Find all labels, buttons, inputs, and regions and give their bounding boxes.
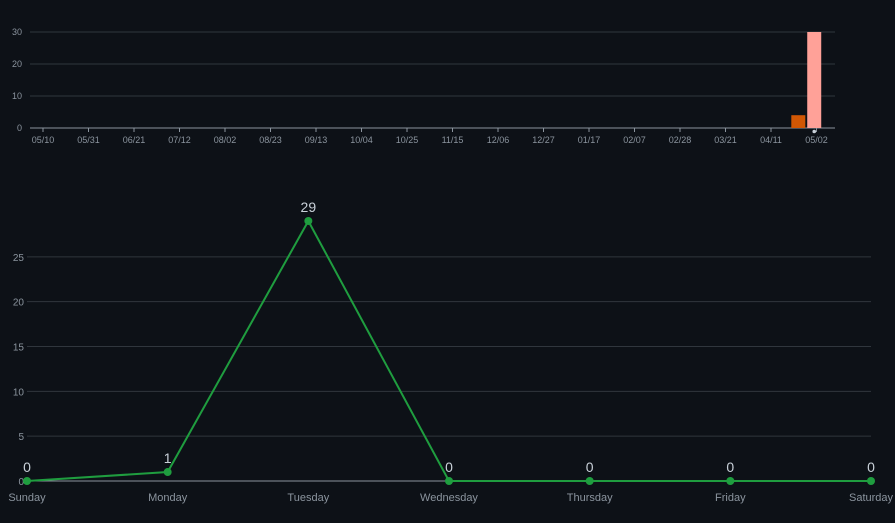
weekday-series-line (26, 218, 871, 482)
line-chart-y-tick-label: 5 (18, 432, 24, 443)
bar-chart-x-tick-label: 07/12 (168, 135, 191, 145)
bar-chart-x-tick-label: 02/07 (623, 135, 646, 145)
line-chart-y-tick-label: 20 (13, 298, 25, 309)
data-label: 0 (726, 459, 734, 475)
data-label: 29 (301, 199, 317, 215)
line-chart-x-tick-label: Saturday (849, 492, 894, 504)
bar-chart-x-tick-label: 09/13 (305, 135, 328, 145)
bar-chart-x-tick-label: 01/17 (578, 135, 601, 145)
weekday-line-chart: 0 5 10 15 20 25 0 1 29 0 0 0 0 Sunday Monday Tuesday Wed… (8, 199, 893, 504)
bar-chart-x-tick-label: 10/25 (396, 135, 419, 145)
bar (791, 115, 806, 128)
bar-chart-x-tick-label: 10/04 (350, 135, 373, 145)
data-point (304, 216, 313, 225)
bar-chart-y-tick-label: 20 (12, 59, 22, 69)
bar-chart-x-tick-label: 05/10 (32, 135, 55, 145)
line-chart-y-tick-label: 15 (13, 343, 25, 354)
data-point (585, 477, 594, 485)
data-label: 0 (867, 459, 875, 475)
current-period-dot (812, 129, 817, 134)
bar-chart-y-tick-label: 10 (12, 91, 22, 101)
data-point (867, 477, 875, 485)
line-chart-y-tick-label: 0 (18, 477, 24, 488)
line-chart-x-tick-label: Thursday (567, 492, 613, 504)
line-chart-y-tick-label: 10 (13, 387, 25, 398)
data-point (445, 477, 453, 485)
bar-chart-x-tick-label: 03/21 (714, 135, 737, 145)
data-point (726, 477, 735, 485)
line-chart-y-tick-label: 25 (13, 253, 25, 264)
bar-chart-x-tick-label: 04/11 (760, 135, 782, 145)
line-chart-x-tick-label: Wednesday (420, 492, 478, 504)
data-point (23, 477, 31, 485)
data-label: 1 (164, 450, 172, 466)
bar-chart-x-tick-label: 11/15 (442, 135, 464, 145)
bar-chart-y-tick-label: 0 (17, 123, 22, 133)
bar (807, 32, 822, 128)
bar-chart-x-tick-label: 08/23 (259, 135, 282, 145)
bar-chart-x-tick-label: 08/02 (214, 135, 237, 145)
data-point (163, 468, 172, 477)
activity-bar-chart: 0 10 20 30 05/10 05/31 06/21 07/12 08/02 08/23 09/… (12, 27, 835, 145)
data-label: 0 (445, 459, 453, 475)
bar-chart-x-tick-label: 12/06 (487, 135, 510, 145)
bar-chart-x-tick-label: 05/31 (77, 135, 100, 145)
line-chart-x-tick-label: Friday (715, 492, 746, 504)
data-label: 0 (586, 459, 594, 475)
bar-chart-x-tick-label: 12/27 (532, 135, 555, 145)
bar-chart-x-tick-label: 06/21 (123, 135, 146, 145)
line-chart-x-tick-label: Tuesday (287, 492, 329, 504)
bar-chart-x-tick-label: 05/02 (805, 135, 828, 145)
bar-chart-y-tick-label: 30 (12, 27, 22, 37)
line-chart-x-tick-label: Sunday (8, 492, 46, 504)
data-label: 0 (23, 459, 31, 475)
bar-chart-x-tick-label: 02/28 (669, 135, 692, 145)
line-chart-x-tick-label: Monday (148, 492, 188, 504)
